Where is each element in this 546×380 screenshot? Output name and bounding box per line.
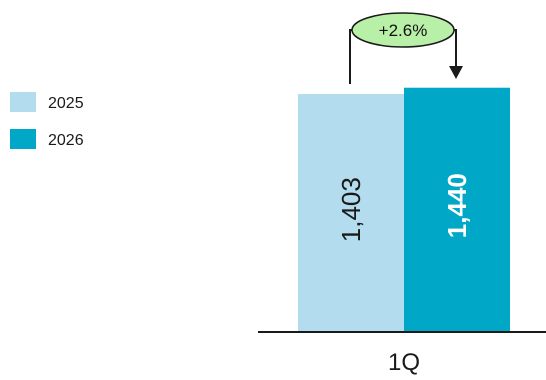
legend-swatch-2026 [10, 129, 36, 149]
arrow-head-icon [449, 66, 463, 79]
legend-label-2026: 2026 [48, 132, 84, 149]
data-label-2026-1q: 1,440 [442, 173, 472, 238]
legend-label-2025: 2025 [48, 95, 84, 112]
growth-badge-label: +2.6% [379, 21, 428, 40]
category-label-1q: 1Q [388, 349, 420, 376]
growth-badge [351, 12, 455, 48]
legend-swatch-2025 [10, 92, 36, 112]
legend: 2025 2026 [10, 92, 84, 149]
growth-annotation: +2.6% [349, 12, 463, 84]
data-label-2025-1q: 1,403 [336, 177, 366, 242]
bar-2026-1q [404, 87, 510, 332]
bar-2025-1q [298, 94, 404, 332]
